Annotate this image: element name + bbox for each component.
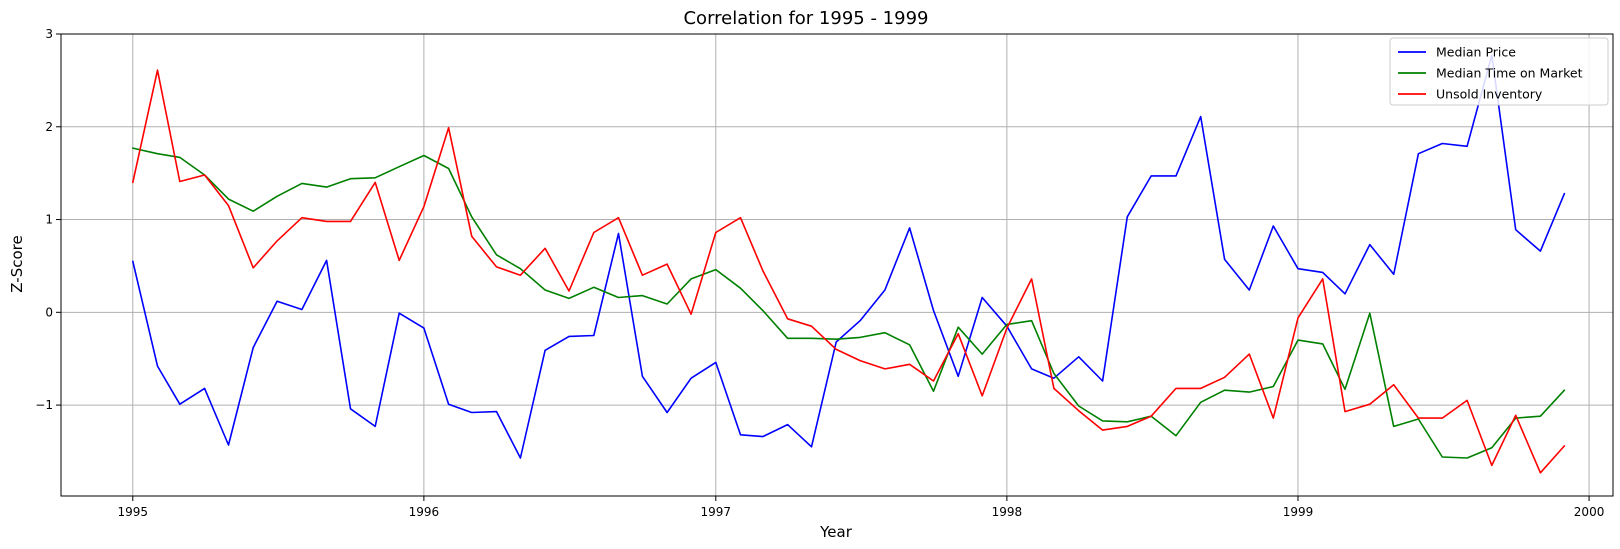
series-line-unsold-inventory <box>132 69 1566 474</box>
grid-lines <box>61 33 1613 496</box>
x-tick-label: 1997 <box>701 505 732 519</box>
y-axis-title: Z-Score <box>8 235 26 292</box>
x-axis-title: Year <box>819 523 853 541</box>
series-lines <box>132 54 1566 474</box>
chart-title: Correlation for 1995 - 1999 <box>683 8 928 29</box>
y-tick-label: 1 <box>45 213 53 227</box>
x-tick-label: 2000 <box>1574 505 1605 519</box>
x-tick-label: 1999 <box>1283 505 1314 519</box>
x-tick-label: 1998 <box>992 505 1023 519</box>
x-tick-label: 1996 <box>409 505 440 519</box>
y-tick-label: 3 <box>45 27 53 41</box>
axes: 1995 1996 1997 1998 1999 2000 −1 0 1 2 3 <box>35 27 1614 519</box>
x-tick-label: 1995 <box>118 505 149 519</box>
legend-label: Unsold Inventory <box>1436 87 1543 102</box>
plot-frame <box>60 33 1614 497</box>
y-tick-label: 0 <box>45 305 53 319</box>
y-tick-label: 2 <box>45 120 53 134</box>
legend-label: Median Price <box>1436 45 1516 60</box>
legend: Median Price Median Time on Market Unsold … <box>1389 37 1609 106</box>
legend-box <box>1389 37 1609 106</box>
legend-label: Median Time on Market <box>1436 66 1583 81</box>
series-line-median-price <box>132 54 1566 459</box>
series-line-median-time-on-market <box>132 147 1566 459</box>
y-tick-label: −1 <box>35 398 53 412</box>
